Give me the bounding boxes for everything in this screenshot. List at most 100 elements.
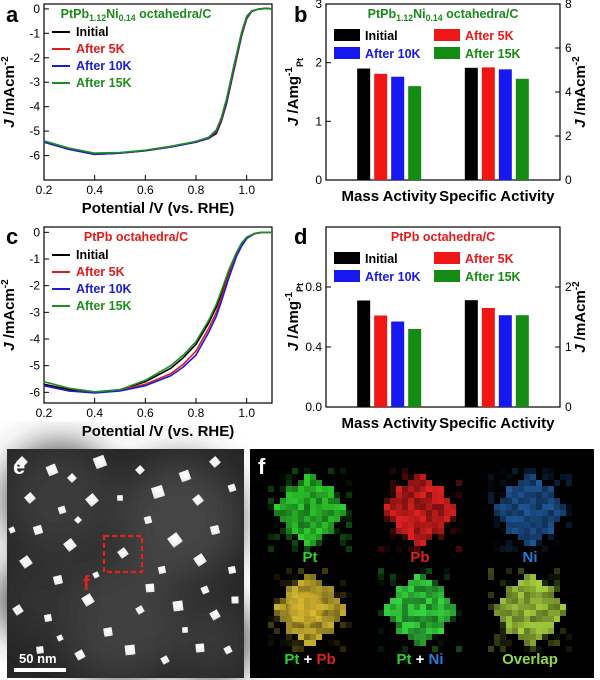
nanoparticle: [135, 465, 145, 475]
y-left-tick-label: 0.0: [305, 400, 322, 414]
nanoparticle: [81, 593, 95, 607]
y-right-tick-label: 2: [565, 129, 572, 143]
eds-map-label: Overlap: [502, 651, 558, 668]
nanoparticle: [209, 524, 221, 536]
nanoparticle: [92, 454, 108, 470]
x-axis-label: Potential /V (vs. RHE): [82, 200, 235, 217]
eds-map-label: Pt + Pb: [284, 651, 335, 668]
nanoparticle: [56, 634, 64, 642]
eds-map-label: Pt: [303, 549, 318, 566]
plot-frame: [43, 3, 273, 181]
y-right-tick-label: 0: [565, 173, 572, 187]
eds-map-label: Pb: [410, 549, 429, 566]
y-right-tick-label: 8: [565, 0, 572, 11]
nanoparticle: [157, 565, 167, 575]
eds-map-pt-pb: [268, 568, 352, 652]
nanoparticle: [167, 532, 183, 548]
y-tick-label: -6: [29, 149, 40, 163]
nanoparticle: [36, 646, 44, 654]
nanoparticle: [193, 553, 207, 567]
y-left-tick-label: 1: [315, 114, 322, 128]
legend-swatch: [434, 270, 460, 282]
legend-label: After 10K: [365, 270, 421, 284]
y-right-tick-label: 2: [565, 280, 572, 294]
nanoparticle: [172, 600, 184, 612]
y-tick-label: 0: [33, 2, 40, 16]
y-left-tick-label: 3: [315, 0, 322, 11]
y-axis-label: J /mAcm-2: [0, 56, 18, 128]
nanoparticle: [74, 516, 82, 524]
y-left-tick-label: 0.8: [305, 280, 322, 294]
y-tick-label: 0: [33, 225, 40, 239]
eds-map-label: Pt + Ni: [396, 651, 443, 668]
nanoparticle: [45, 463, 59, 477]
plot-frame: [43, 226, 273, 404]
nanoparticle: [52, 574, 64, 586]
eds-map-pb: [378, 468, 462, 552]
x-tick-label: 0.2: [36, 406, 53, 420]
panel-letter-c: c: [6, 224, 18, 249]
panel-f-eds-maps: Pt Pb Ni Pt + Pb Pt + Ni Overlap f: [250, 449, 594, 678]
y-tick-label: -6: [29, 385, 40, 399]
eds-map-pt: [268, 468, 352, 552]
nanoparticle: [12, 604, 24, 616]
scale-bar: [14, 668, 66, 672]
nanoparticle: [67, 473, 77, 483]
y-right-tick-label: 1: [565, 340, 572, 354]
bar-after-5k: [481, 308, 495, 407]
x-tick-label: 0.8: [188, 183, 205, 197]
eds-map-ni: [488, 468, 572, 552]
x-category-label: Specific Activity: [439, 188, 555, 205]
y-tick-label: -2: [29, 279, 40, 293]
chart-title: PtPb octahedra/C: [391, 230, 495, 244]
eds-map-overlap: [488, 568, 572, 652]
scale-bar-label: 50 nm: [19, 651, 57, 666]
bar-after-10k: [498, 69, 512, 180]
bar-initial: [464, 300, 478, 407]
eds-map-pt-ni: [378, 568, 462, 652]
legend-swatch: [434, 252, 460, 264]
nanoparticle: [192, 494, 204, 506]
x-category-label: Mass Activity: [342, 188, 438, 205]
x-tick-label: 1.0: [238, 183, 255, 197]
legend-swatch: [434, 47, 460, 59]
nanoparticle: [24, 492, 36, 504]
panel-d-activity-bar-chart: 0.0 0.4 0.8 0 1 2 Mass Activity Specific Activi…: [284, 226, 589, 432]
x-tick-label: 0.2: [36, 183, 53, 197]
legend-swatch: [334, 47, 360, 59]
region-marker-box: [102, 534, 144, 574]
series-line-after-10k: [43, 231, 272, 394]
y-left-tick-label: 0.4: [305, 340, 322, 354]
panel-e-stem-image: f 50 nm e: [0, 445, 250, 680]
nanoparticle: [178, 469, 192, 483]
panel-letter-e: e: [13, 454, 25, 479]
bar-after-10k: [391, 321, 405, 407]
legend-label: After 5K: [76, 265, 125, 279]
y-right-axis-label: J /mAcm-2: [571, 56, 589, 128]
nanoparticle: [145, 583, 155, 593]
y-right-tick-label: 0: [565, 400, 572, 414]
nanoparticle: [117, 495, 123, 501]
legend-label: After 15K: [465, 47, 521, 61]
nanoparticle: [135, 605, 145, 615]
nanoparticle: [227, 565, 237, 575]
nanoparticle: [103, 627, 113, 637]
x-tick-label: 0.4: [86, 183, 103, 197]
x-tick-label: 1.0: [238, 406, 255, 420]
nanoparticle: [85, 493, 99, 507]
y-tick-label: -5: [29, 124, 40, 138]
nanoparticle: [182, 627, 188, 633]
nanoparticle: [43, 613, 53, 623]
y-left-tick-label: 0: [315, 173, 322, 187]
x-tick-label: 0.6: [137, 406, 154, 420]
legend-label: Initial: [365, 29, 398, 43]
legend-label: After 5K: [465, 252, 514, 266]
legend-label: After 15K: [465, 270, 521, 284]
region-marker-label: f: [83, 573, 90, 595]
y-left-axis-label: J /Amg-1Pt: [284, 58, 305, 126]
nanoparticle: [124, 644, 136, 656]
y-tick-label: -3: [29, 75, 40, 89]
x-tick-label: 0.6: [137, 183, 154, 197]
legend-label: After 10K: [76, 282, 132, 296]
y-right-tick-label: 6: [565, 41, 572, 55]
